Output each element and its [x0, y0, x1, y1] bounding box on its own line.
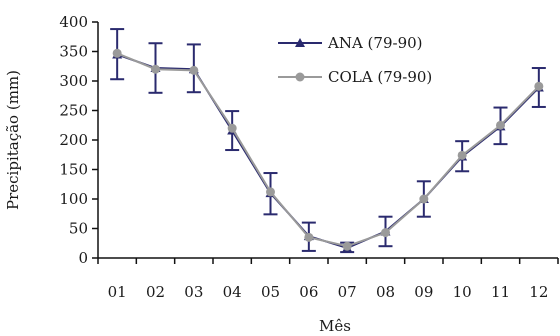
legend: ANA (79-90) COLA (79-90): [278, 34, 432, 86]
axes: 0 50 100 150 200 250 300 350 400 01 02 03 04 05 06 07 08…: [59, 13, 559, 301]
y-axis-title: Precipitação (mm): [4, 70, 22, 210]
legend-label: ANA (79-90): [327, 34, 423, 52]
data-point-2: [419, 194, 429, 204]
y-tick-label: 400: [59, 13, 88, 31]
data-point-2: [342, 241, 352, 251]
legend-marker: [295, 38, 305, 47]
x-tick-label: 01: [108, 283, 127, 301]
data-point-2: [534, 81, 544, 91]
x-tick-label: 04: [223, 283, 242, 301]
x-tick-label: 03: [184, 283, 203, 301]
x-tick-label: 10: [453, 283, 472, 301]
x-tick-label: 05: [261, 283, 280, 301]
legend-marker: [295, 72, 305, 82]
x-tick-label: 08: [376, 283, 395, 301]
y-tick-label: 200: [59, 131, 88, 149]
y-tick-label: 350: [59, 43, 88, 61]
data-point-2: [112, 48, 122, 58]
y-tick-label: 150: [59, 161, 88, 179]
y-tick-label: 100: [59, 190, 88, 208]
data-point-2: [151, 64, 160, 74]
data-point-2: [304, 232, 314, 242]
data-point-2: [266, 187, 275, 197]
series-line-2: [116, 52, 540, 248]
x-tick-label: 12: [529, 283, 548, 301]
y-tick-label: 250: [59, 102, 88, 120]
data-point-2: [227, 123, 237, 133]
series-layer: [110, 28, 546, 254]
x-tick-label: 06: [299, 283, 318, 301]
legend-label: COLA (79-90): [328, 68, 432, 86]
y-tick-label: 0: [78, 249, 88, 267]
x-tick-label: 11: [491, 283, 510, 301]
x-tick-label: 02: [146, 283, 165, 301]
x-axis-title: Mês: [319, 317, 351, 335]
data-point-2: [189, 65, 199, 75]
x-tick-label: 07: [338, 283, 357, 301]
data-point-2: [381, 228, 390, 238]
y-tick-label: 300: [59, 72, 88, 90]
x-tick-label: 09: [414, 283, 433, 301]
data-point-2: [457, 150, 467, 160]
y-tick-label: 50: [69, 220, 88, 238]
data-point-2: [496, 120, 505, 130]
